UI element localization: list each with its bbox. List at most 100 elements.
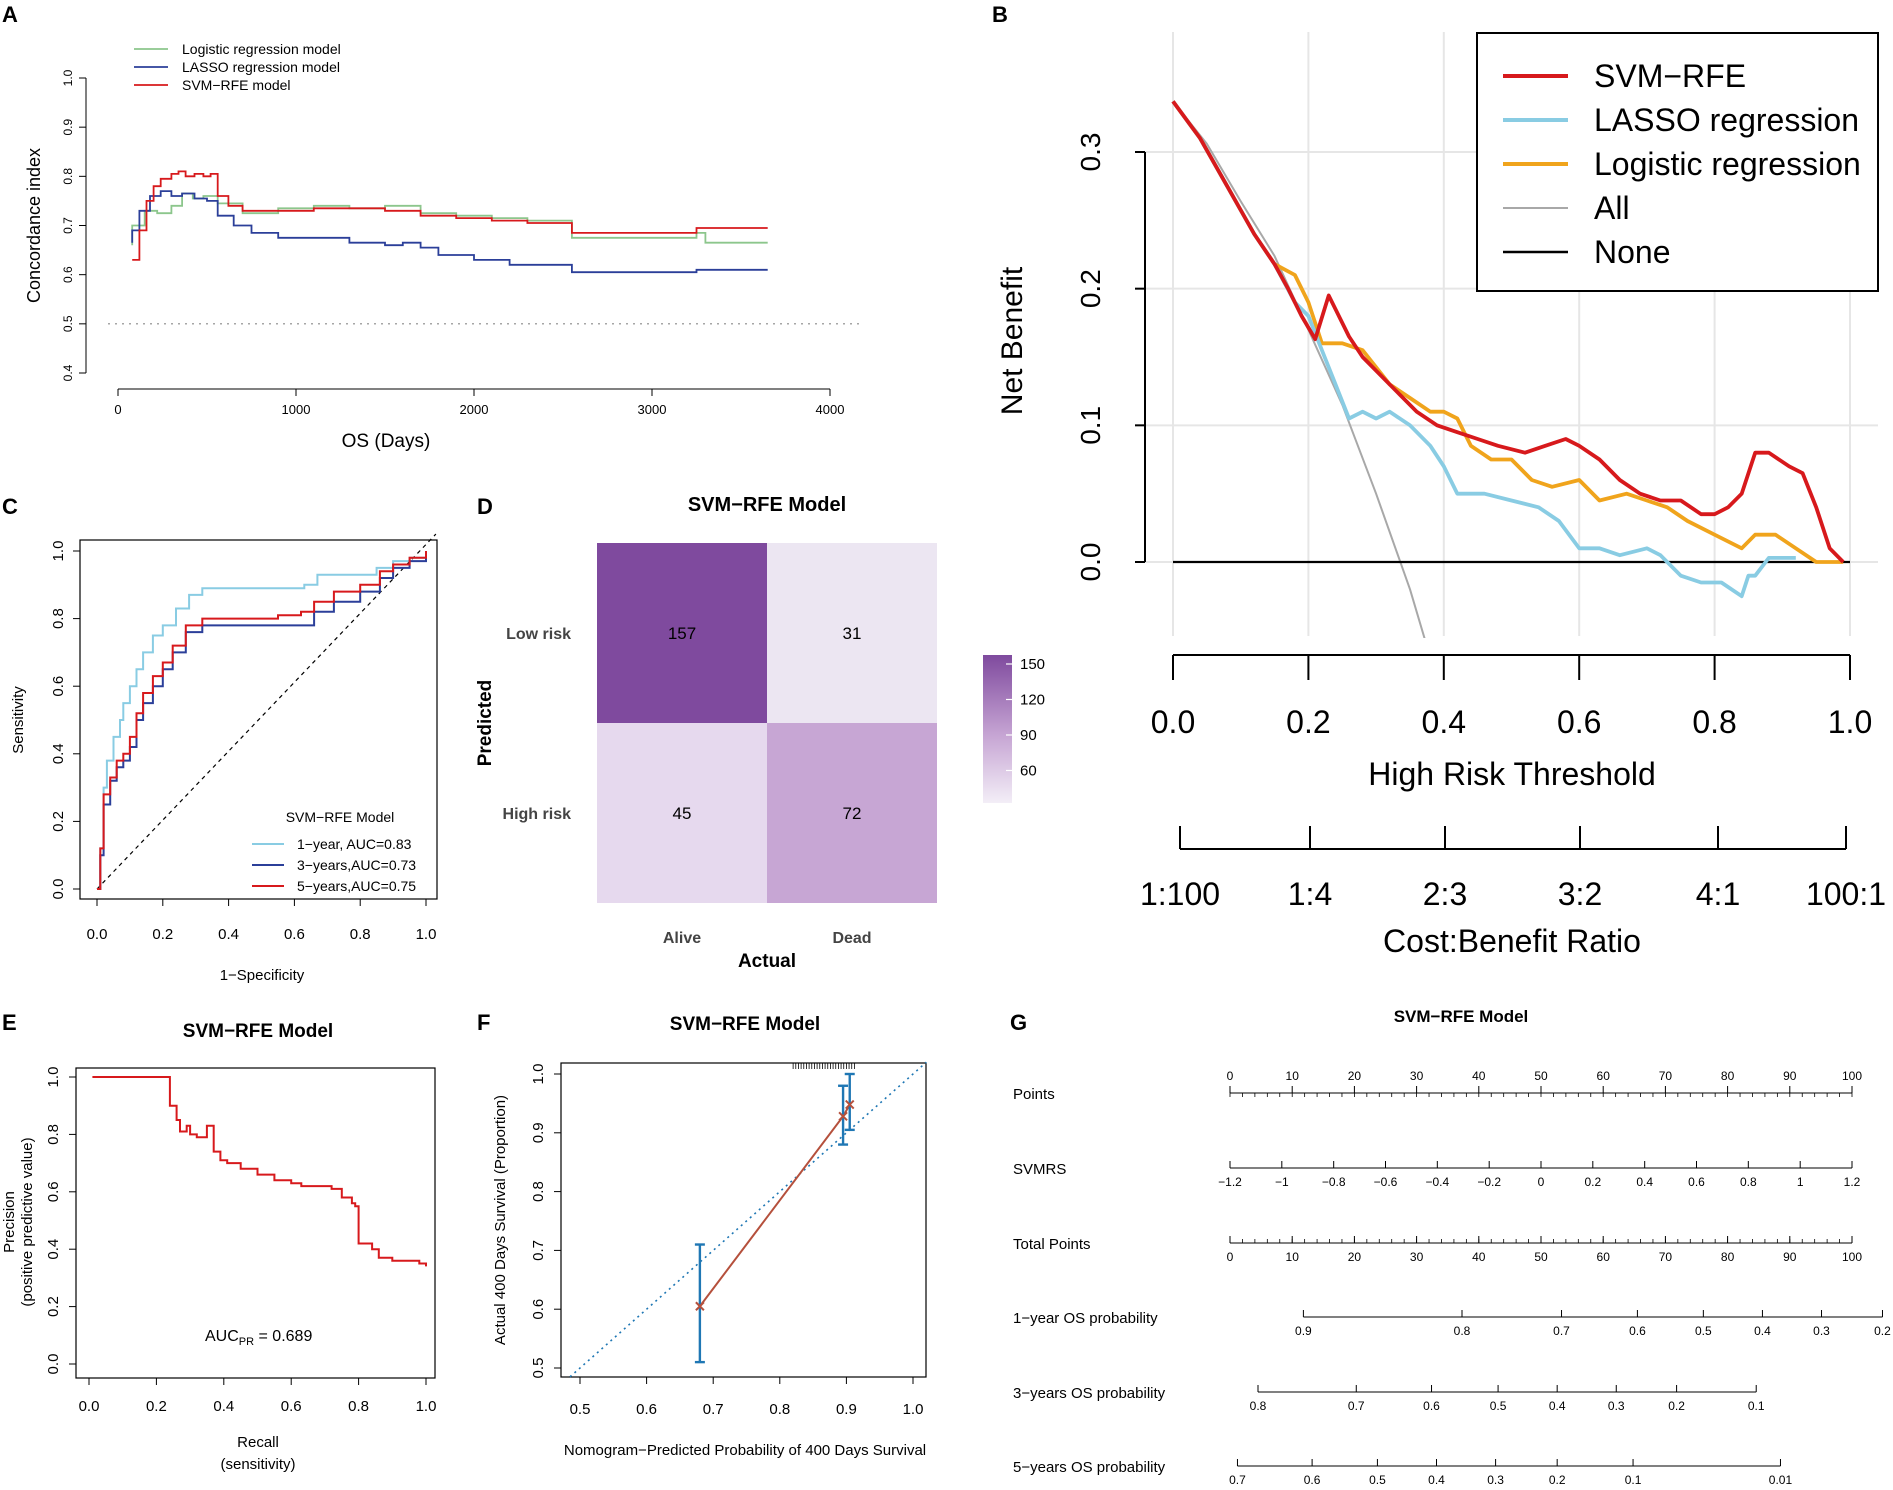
x-tick-label: 0.5 (570, 1401, 591, 1418)
y-tick-label: 0.5 (530, 1358, 547, 1379)
matrix-cell-value: 157 (668, 624, 696, 643)
observed-calibration-line (699, 1104, 851, 1307)
nomogram-tick-label: 0.4 (1428, 1473, 1445, 1487)
nomogram-tick-label: 70 (1659, 1250, 1673, 1264)
nomogram-tick-label: 10 (1286, 1250, 1300, 1264)
panel-e-precision-recall-chart: SVM−RFE Model 0.0 0.2 0.4 0.6 0.8 1.0 0.0 0.2 0.4… (1, 1021, 436, 1473)
nomogram-tick-label: 90 (1783, 1069, 1797, 1083)
chart-title: SVM−RFE Model (670, 1014, 820, 1035)
x-tick-label: 3000 (638, 402, 667, 417)
legend-label-svm-rfe: SVM−RFE (1594, 58, 1746, 94)
y-tick-label: 0.2 (50, 811, 67, 832)
y-tick-label: 1.0 (45, 1067, 62, 1088)
nomogram-tick-label: −0.2 (1477, 1175, 1501, 1189)
panel-b-decision-curve-chart: 0.0 0.1 0.2 0.3 Net Benefit 0.0 0.2 0.4 0.6 0.8 1.… (996, 32, 1890, 959)
nomogram-tick-label: 0.3 (1608, 1399, 1625, 1413)
matrix-cell-value: 72 (843, 804, 862, 823)
nomogram-tick-label: 0.7 (1229, 1473, 1246, 1487)
x-tick-label: 4000 (816, 402, 845, 417)
matrix-cell (767, 723, 937, 903)
x-tick-label: 1.0 (416, 1398, 437, 1415)
series-line-lasso-regression (1171, 100, 1796, 599)
colorbar-tick-label: 90 (1020, 727, 1037, 744)
x-axis-title: 1−Specificity (220, 967, 305, 984)
nomogram-tick-label: 0.4 (1754, 1324, 1771, 1338)
nomogram-tick-label: 0.3 (1487, 1473, 1504, 1487)
nomogram-row-label-1-year-os-probability: 1−year OS probability (1013, 1310, 1158, 1327)
nomogram-tick-label: 0.3 (1813, 1324, 1830, 1338)
x-tick-label: 0.2 (146, 1398, 167, 1415)
y-axis-title: Predicted (475, 680, 496, 767)
y-tick-label: 0.4 (50, 743, 67, 764)
panel-label-a: A (2, 2, 18, 27)
legend-label-lasso-regression-model: LASSO regression model (182, 59, 340, 75)
x-axis-subtitle: (sensitivity) (220, 1456, 295, 1473)
nomogram-tick-label: 0.2 (1874, 1324, 1891, 1338)
legend-label-none: None (1594, 234, 1671, 270)
y-tick-label: 0.6 (61, 266, 75, 283)
cost-benefit-tick-label: 4:1 (1696, 876, 1740, 912)
panel-d-confusion-matrix: SVM−RFE Model 157 31 Low risk 45 72 High risk A… (475, 494, 1045, 972)
x-tick-label: 0.2 (152, 926, 173, 943)
nomogram-tick-label: 40 (1472, 1069, 1486, 1083)
legend-label-all: All (1594, 190, 1630, 226)
cost-benefit-tick-label: 2:3 (1423, 876, 1467, 912)
nomogram-tick-label: 90 (1783, 1250, 1797, 1264)
y-tick-label: 0.8 (45, 1124, 62, 1145)
series-line-svm-rfe-model (132, 170, 768, 261)
cost-benefit-tick-label: 100:1 (1806, 876, 1886, 912)
legend-label-svm-rfe-model: SVM−RFE model (182, 77, 291, 93)
plot-frame (79, 539, 438, 900)
row-label-low-risk: Low risk (506, 626, 571, 643)
nomogram-tick-label: 0.5 (1490, 1399, 1507, 1413)
matrix-cell-value: 45 (673, 804, 692, 823)
nomogram-tick-label: 0.1 (1625, 1473, 1642, 1487)
x-tick-label: 1000 (282, 402, 311, 417)
x-tick-label: 0.8 (348, 1398, 369, 1415)
x-tick-label: 0.0 (87, 926, 108, 943)
nomogram-tick-label: 60 (1597, 1250, 1611, 1264)
roc-curve-5-years-auc-0-75 (97, 551, 427, 890)
threshold-tick-label: 0.2 (1286, 704, 1330, 740)
y-tick-label: 0.4 (45, 1239, 62, 1260)
y-tick-label: 0.9 (530, 1122, 547, 1143)
colorbar-tick-label: 150 (1020, 656, 1045, 673)
x-axis-title: High Risk Threshold (1368, 756, 1656, 792)
nomogram-tick-label: 0.4 (1549, 1399, 1566, 1413)
nomogram-tick-label: 80 (1721, 1069, 1735, 1083)
x-axis-title: Actual (738, 951, 796, 972)
panel-label-g: G (1010, 1010, 1027, 1035)
plot-frame (75, 1067, 436, 1379)
x-tick-label: 0.0 (79, 1398, 100, 1415)
x-tick-label: 1.0 (416, 926, 437, 943)
nomogram-tick-label: −0.8 (1322, 1175, 1346, 1189)
nomogram-row-label-svmrs: SVMRS (1013, 1161, 1066, 1178)
nomogram-tick-label: 70 (1659, 1069, 1673, 1083)
nomogram-tick-label: −0.6 (1374, 1175, 1398, 1189)
nomogram-tick-label: 0.6 (1629, 1324, 1646, 1338)
y-tick-label: 0.5 (61, 315, 75, 332)
y-tick-label: 0.2 (45, 1296, 62, 1317)
nomogram-tick-label: 0.2 (1549, 1473, 1566, 1487)
x-axis-title: OS (Days) (342, 431, 431, 452)
nomogram-tick-label: 0.9 (1295, 1324, 1312, 1338)
panel-label-b: B (992, 2, 1008, 27)
y-tick-label: 1.0 (50, 541, 67, 562)
nomogram-tick-label: 60 (1597, 1069, 1611, 1083)
y-tick-label: 0.6 (45, 1181, 62, 1202)
colorbar (983, 655, 1012, 803)
legend-title: SVM−RFE Model (286, 809, 395, 825)
y-axis-title: Precision (1, 1191, 18, 1253)
y-tick-label: 0.8 (50, 608, 67, 629)
x-tick-label: 1.0 (903, 1401, 924, 1418)
roc-curve-1-year-auc-0-83 (97, 551, 427, 890)
chart-title: SVM−RFE Model (183, 1021, 333, 1042)
y-tick-label: 0.6 (530, 1299, 547, 1320)
nomogram-row-label-3-years-os-probability: 3−years OS probability (1013, 1385, 1166, 1402)
nomogram-tick-label: 0 (1227, 1069, 1234, 1083)
nomogram-tick-label: 100 (1842, 1250, 1862, 1264)
column-label-dead: Dead (832, 930, 871, 947)
nomogram-tick-label: 20 (1348, 1250, 1362, 1264)
matrix-cell-value: 31 (843, 624, 862, 643)
